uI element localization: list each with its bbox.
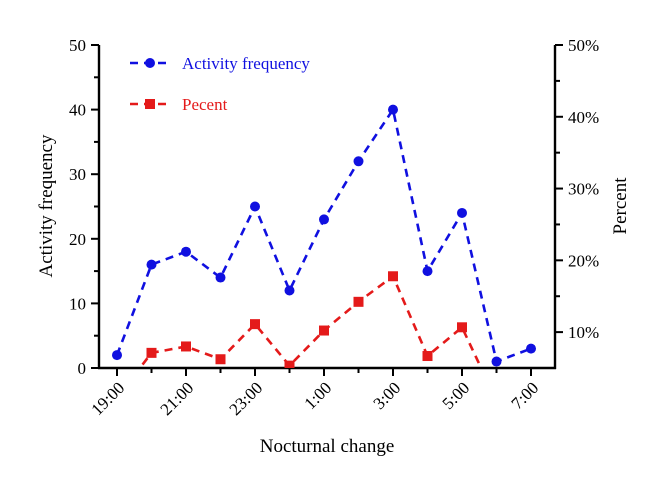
series-1-point [492,396,502,406]
legend: Activity frequency Pecent [130,54,310,114]
series-0-point [526,343,536,354]
series-1-point [146,347,157,358]
series-0-point [491,356,502,367]
series-0-point [181,246,191,257]
legend-circle-marker [145,58,155,68]
y-right-tick-label: 30% [568,180,599,199]
series-0-point [319,214,329,225]
x-tick-label: 3:00 [369,378,404,413]
legend-item-pecent: Pecent [130,95,228,114]
series-0-point [250,201,260,212]
x-tick-label: 7:00 [507,378,542,413]
series-0-point [353,156,364,167]
series-0-point [388,104,398,115]
series-1-point [215,354,226,365]
series-1-point [388,271,398,282]
legend-item-activity-frequency: Activity frequency [130,54,310,73]
y-right-tick-label: 20% [568,251,599,270]
series-1-point [284,360,295,368]
series-0-point [146,259,157,270]
series-0-point [112,350,122,361]
x-tick-label: 23:00 [225,378,266,419]
y-left-tick-label: 40 [69,101,86,120]
x-tick-label: 1:00 [300,378,335,413]
legend-label-pecent: Pecent [182,95,228,114]
x-tick-label: 5:00 [438,378,473,413]
x-axis-label: Nocturnal change [260,436,395,457]
y-right-tick-label: 40% [568,108,599,127]
series-0-point [457,207,467,218]
series-0-point [422,266,433,277]
legend-square-marker [145,99,155,109]
y-left-tick-label: 0 [78,359,87,378]
series-1-point [319,325,329,336]
x-tick-label: 21:00 [156,378,197,419]
y-left-tick-label: 10 [69,294,86,313]
y-left-tick-label: 30 [69,165,86,184]
y-right-tick-label: 50% [568,36,599,55]
axes: 0 10 20 30 40 50 10% 20% 30% 40% 50% 19:00 21:00 23:0… [69,36,599,419]
series-1-point [422,351,433,362]
series-1-point [181,341,191,352]
series-0-point [215,272,226,283]
series-0-point [284,285,295,296]
legend-label-activity-frequency: Activity frequency [182,54,310,73]
series-1-point [250,319,260,330]
y-axis-label-right: Percent [610,177,631,235]
y-left-tick-label: 20 [69,230,86,249]
series-1-point [353,296,364,307]
y-axis-label-left: Activity frequency [36,134,57,277]
y-right-tick-label: 10% [568,323,599,342]
series-line-0 [115,106,532,364]
series-1-point [457,322,467,333]
series-layer [112,104,536,406]
y-left-tick-label: 50 [69,36,86,55]
x-tick-label: 19:00 [87,378,128,419]
